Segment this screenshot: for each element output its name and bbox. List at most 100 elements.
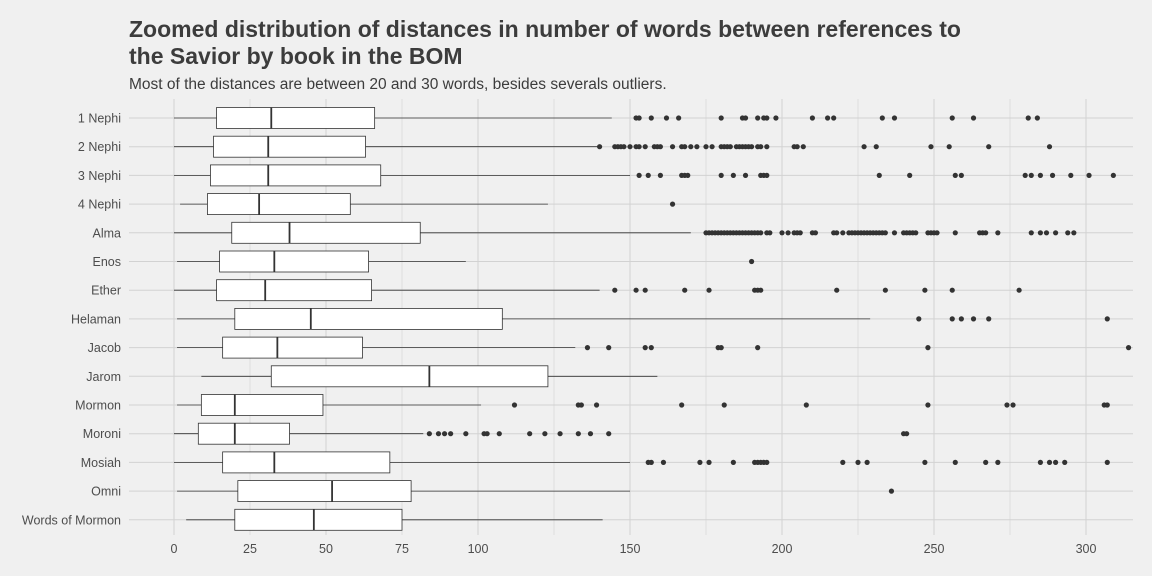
outlier-point [1125,345,1132,351]
outlier-point [1046,459,1053,465]
y-tick-label: Ether [91,284,121,298]
outlier-point [758,287,764,293]
outlier-point [648,459,654,465]
outlier-point [721,402,727,408]
x-tick-label: 300 [1076,542,1097,556]
outlier-point [800,144,806,150]
box-words-of-mormon [186,508,603,531]
y-tick-label: 3 Nephi [78,169,121,183]
y-tick-label: Mosiah [81,456,121,470]
outlier-point [742,115,749,121]
outlier-point [1065,230,1071,236]
x-tick-label: 50 [319,542,333,556]
iqr-box [207,193,351,216]
outlier-point [727,144,733,150]
outlier-point [593,402,600,408]
iqr-box [219,250,369,273]
iqr-box [234,508,403,531]
chart-title: Zoomed distribution of distances in numb… [129,16,961,69]
outlier-point [1016,287,1022,293]
box-4-nephi [180,193,676,216]
outlier-point [873,144,879,150]
outlier-point [1104,316,1110,322]
x-axis-labels: 0 25 50 75 100 150 200 250 300 [171,542,1097,556]
outlier-point [764,172,770,178]
iqr-box [200,394,324,416]
outlier-point [621,144,627,150]
outlier-point [891,230,898,236]
x-tick-label: 200 [772,542,793,556]
outlier-point [484,431,490,437]
outlier-point [682,287,688,293]
outlier-point [1028,172,1034,178]
iqr-box [237,480,412,503]
x-tick-label: 150 [620,542,641,556]
box-omni [177,480,895,503]
outlier-point [825,115,831,121]
outlier-point [718,345,724,351]
outlier-point [916,316,922,322]
boxplot-marks [174,107,1132,531]
outlier-point [606,345,612,351]
y-tick-label: Words of Mormon [22,513,121,527]
outlier-point [1004,402,1010,408]
outlier-point [922,287,928,293]
box-helaman [177,307,1110,330]
outlier-point [669,201,676,207]
outlier-point [904,431,910,437]
y-tick-label: Mormon [75,399,121,413]
outlier-point [758,144,764,150]
outlier-point [949,115,955,121]
outlier-point [587,431,594,437]
outlier-point [925,345,931,351]
outlier-point [1071,230,1077,236]
outlier-point [648,115,654,121]
outlier-point [642,345,648,351]
outlier-point [682,144,688,150]
outlier-point [1053,230,1059,236]
box-ether [174,279,1022,302]
outlier-point [1037,459,1043,465]
outlier-point [952,230,958,236]
outlier-point [730,172,736,178]
y-tick-label: 4 Nephi [78,198,121,212]
outlier-point [663,115,670,121]
y-tick-label: Jacob [88,341,121,355]
outlier-point [706,459,712,465]
outlier-point [1028,230,1034,236]
box-3-nephi [174,164,1116,187]
box-enos [177,250,755,273]
outlier-point [1037,172,1043,178]
outlier-point [764,459,770,465]
y-tick-label: Jarom [86,370,121,384]
x-tick-label: 250 [924,542,945,556]
box-moroni [174,422,910,445]
outlier-point [970,316,977,322]
outlier-point [767,230,773,236]
box-2-nephi [174,135,1053,158]
iqr-box [234,307,503,330]
outlier-point [758,230,764,236]
outlier-point [648,345,654,351]
outlier-point [685,172,691,178]
outlier-point [441,431,448,437]
outlier-point [785,230,791,236]
outlier-point [840,459,846,465]
outlier-point [891,115,898,121]
outlier-point [612,287,618,293]
outlier-point [882,287,888,293]
y-tick-label: Alma [93,226,122,240]
outlier-point [1053,459,1059,465]
outlier-point [1046,144,1053,150]
y-tick-label: 1 Nephi [78,112,121,126]
outlier-point [986,316,992,322]
outlier-point [642,144,648,150]
outlier-point [995,459,1001,465]
outlier-point [946,144,952,150]
outlier-point [803,402,809,408]
iqr-box [222,336,363,359]
x-tick-label: 25 [243,542,257,556]
outlier-point [706,287,712,293]
outlier-point [876,172,882,178]
outlier-point [779,230,785,236]
